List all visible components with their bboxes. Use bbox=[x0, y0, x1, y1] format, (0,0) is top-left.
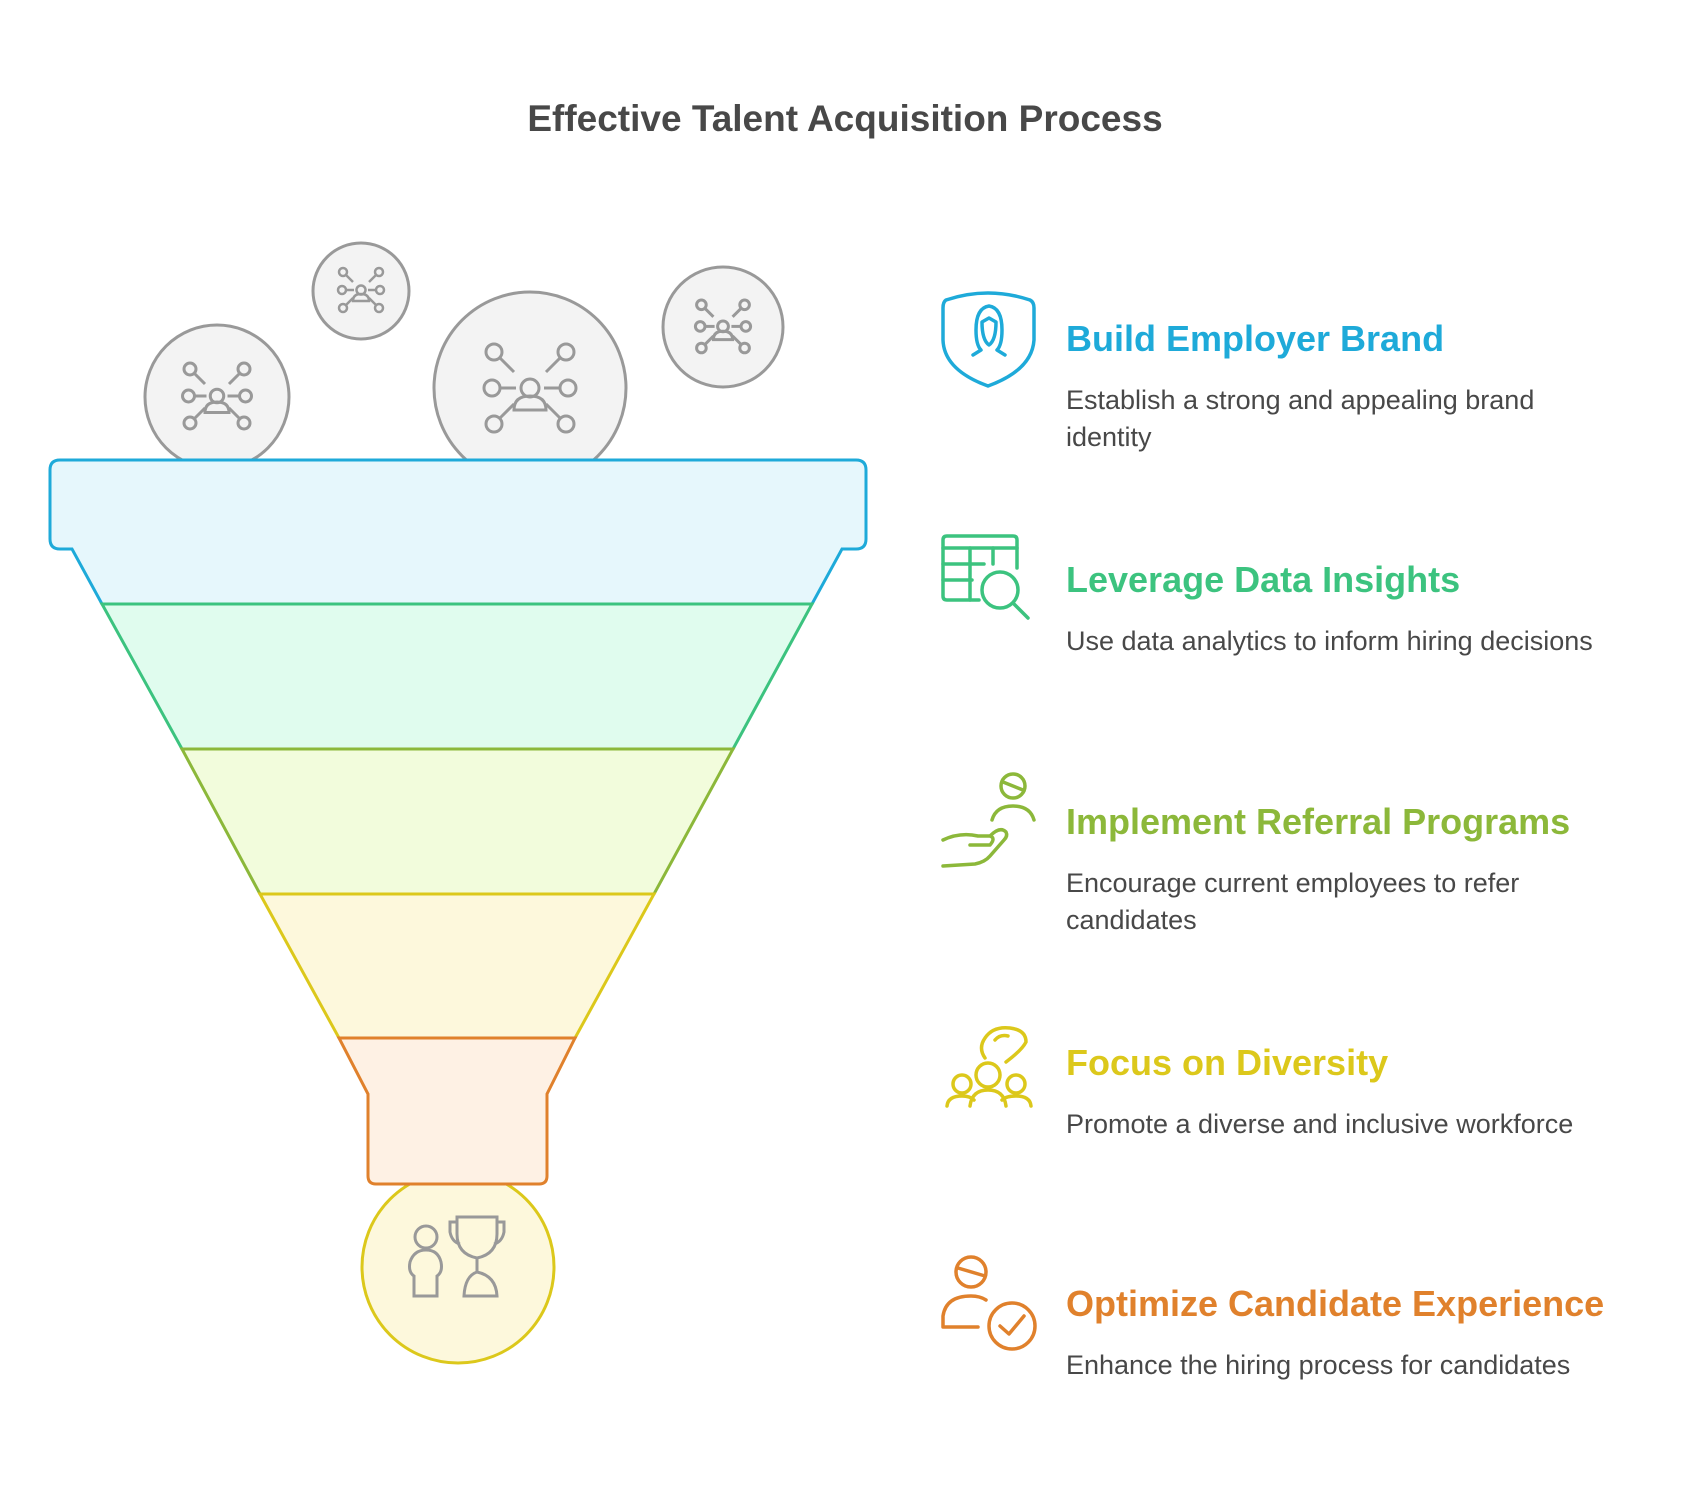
step-description: Use data analytics to inform hiring deci… bbox=[1066, 626, 1593, 656]
step-optimize-candidate-experience: Optimize Candidate Experience Enhance th… bbox=[1066, 1283, 1706, 1384]
step-build-employer-brand: Build Employer Brand Establish a strong … bbox=[1066, 318, 1706, 456]
person-check-icon bbox=[941, 1255, 1037, 1351]
table-search-icon bbox=[941, 534, 1030, 620]
input-circle bbox=[143, 323, 291, 471]
funnel-band-2 bbox=[99, 602, 815, 751]
diverse-group-icon bbox=[945, 1025, 1033, 1108]
step-heading: Build Employer Brand bbox=[1066, 318, 1445, 359]
funnel-band-1 bbox=[48, 458, 868, 606]
step-description: Promote a diverse and inclusive workforc… bbox=[1066, 1109, 1574, 1139]
shield-person-icon bbox=[941, 291, 1036, 388]
input-circle bbox=[432, 290, 628, 486]
hand-person-icon bbox=[941, 772, 1036, 868]
funnel-band-5 bbox=[336, 1036, 578, 1186]
step-description: Enhance the hiring process for candidate… bbox=[1066, 1350, 1571, 1380]
step-description: Establish a strong and appealing brand i… bbox=[1066, 385, 1535, 452]
input-circle bbox=[311, 241, 411, 341]
funnel-band-4 bbox=[257, 892, 657, 1040]
diagram-title: Effective Talent Acquisition Process bbox=[527, 98, 1163, 139]
step-leverage-data-insights: Leverage Data Insights Use data analytic… bbox=[1066, 559, 1706, 660]
person-trophy-icon bbox=[408, 1215, 506, 1298]
funnel-band-3 bbox=[179, 747, 736, 896]
output-circle bbox=[360, 1169, 556, 1365]
input-circle bbox=[661, 265, 785, 389]
step-heading: Optimize Candidate Experience bbox=[1066, 1283, 1605, 1324]
step-implement-referral-programs: Implement Referral Programs Encourage cu… bbox=[1066, 801, 1706, 939]
step-heading: Focus on Diversity bbox=[1066, 1042, 1389, 1083]
step-description: Encourage current employees to refer can… bbox=[1066, 868, 1520, 935]
step-focus-on-diversity: Focus on Diversity Promote a diverse and… bbox=[1066, 1042, 1706, 1143]
step-heading: Implement Referral Programs bbox=[1066, 801, 1571, 842]
step-heading: Leverage Data Insights bbox=[1066, 559, 1461, 600]
